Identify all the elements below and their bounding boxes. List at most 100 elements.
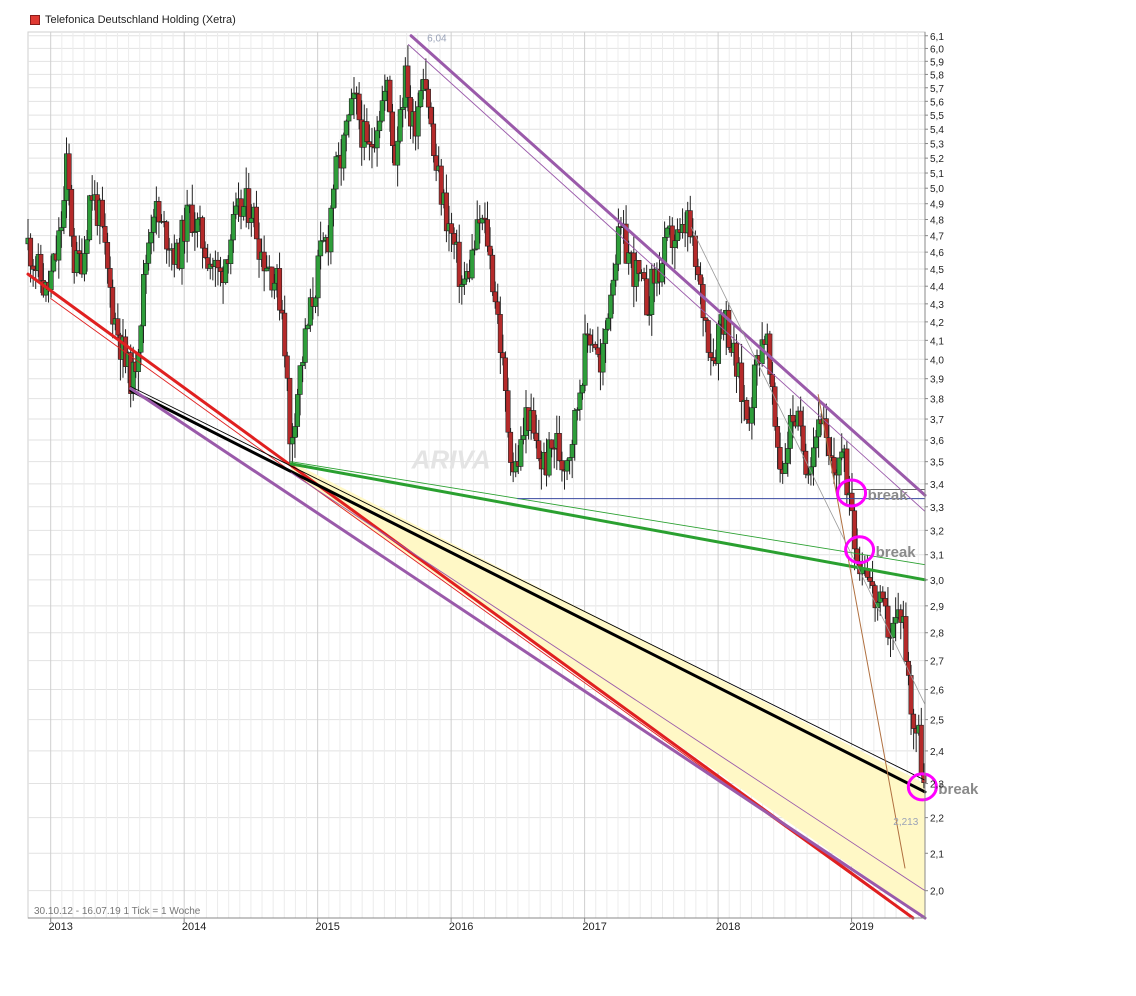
candle-body [751,364,757,409]
candle-body [379,100,385,122]
candle-body [474,219,480,250]
candle-body [456,241,462,287]
purple-lower-channel [129,387,927,920]
candle-body [138,325,144,353]
candle-body [287,377,293,445]
candle-body [318,240,324,257]
candle-body [484,219,490,247]
y-tick-label: 4,7 [930,232,944,243]
candle-body [882,598,888,607]
candle-body [423,79,429,90]
candle-body [502,357,508,392]
candle-body [110,287,116,325]
candle-body [603,328,609,344]
candle-body [785,448,791,464]
candle-body [469,249,475,279]
candle-body [587,334,593,346]
range-info: 30.10.12 - 16.07.19 1 Tick = 1 Woche [34,906,201,917]
candle-body [58,227,64,232]
candle-body [641,272,647,280]
candle-body [852,510,858,550]
candle-body [664,227,670,238]
candle-body [300,362,306,366]
trend-layer [26,34,927,920]
title-swatch [30,15,40,25]
y-tick-label: 6,1 [930,32,944,43]
y-tick-label: 3,7 [930,415,944,426]
purple-upper-channel [409,34,927,497]
candle-body [148,232,154,244]
candle-body [461,278,467,285]
candle-body [184,204,190,242]
candle-body [405,65,411,98]
candle-body [500,352,506,359]
candle-body [644,278,650,316]
candle-body [854,548,860,562]
candle-body [81,253,87,275]
candle-body [567,457,573,461]
black-support-line-thin [130,386,926,781]
candle-body [610,279,616,296]
green-trend-line [289,462,927,582]
candle-body [48,270,54,290]
candle-body [572,410,578,445]
y-tick-label: 2,3 [930,780,944,791]
candle-body [415,106,421,137]
high-label: 6,04 [427,33,447,44]
candle-body [289,437,295,445]
candle-body [66,153,72,190]
candle-body [885,605,891,638]
chart-title: Telefonica Deutschland Holding (Xetra) [30,14,236,26]
y-tick-label: 3,9 [930,375,944,386]
candle-body [364,121,370,142]
candle-body [315,255,321,299]
candle-body [312,297,318,307]
candle-body [700,284,706,319]
candle-body [772,386,778,427]
y-tick-label: 2,0 [930,887,944,898]
candle-body [30,265,36,270]
y-tick-label: 5,2 [930,154,944,165]
candle-body [38,254,44,281]
candle-body [248,217,254,223]
candle-body [867,577,873,582]
candle-body [431,123,437,156]
candle-body [836,457,842,476]
candle-body [271,282,277,291]
candle-body [490,254,496,293]
y-tick-label: 4,5 [930,265,944,276]
candle-body [695,266,701,276]
y-tick-label: 3,4 [930,480,944,491]
candle-body [400,107,406,110]
candle-body [194,218,200,232]
candle-body [28,237,34,267]
break-label: break [938,781,979,798]
candle-body [387,79,393,113]
y-tick-label: 3,2 [930,526,944,537]
candle-body [546,439,552,476]
candle-body [492,291,498,303]
y-tick-label: 4,0 [930,355,944,366]
candle-body [810,447,816,468]
candle-body [880,591,886,599]
y-tick-label: 4,3 [930,300,944,311]
candle-body [61,200,67,228]
candle-body [356,93,362,121]
candle-body [592,343,598,349]
candle-body [374,130,380,149]
candle-body [687,210,693,238]
candle-body [202,247,208,258]
shade-layer [290,461,925,918]
candle-body [369,143,375,148]
candle-body [800,425,806,452]
candle-body [305,324,311,330]
candle-body [903,616,909,662]
candle-body [366,141,372,145]
candle-body [84,239,90,254]
candle-body [549,439,555,449]
candle-body [115,318,121,336]
candle-body [76,250,82,254]
candle-body [559,460,565,471]
candle-body [228,239,234,265]
